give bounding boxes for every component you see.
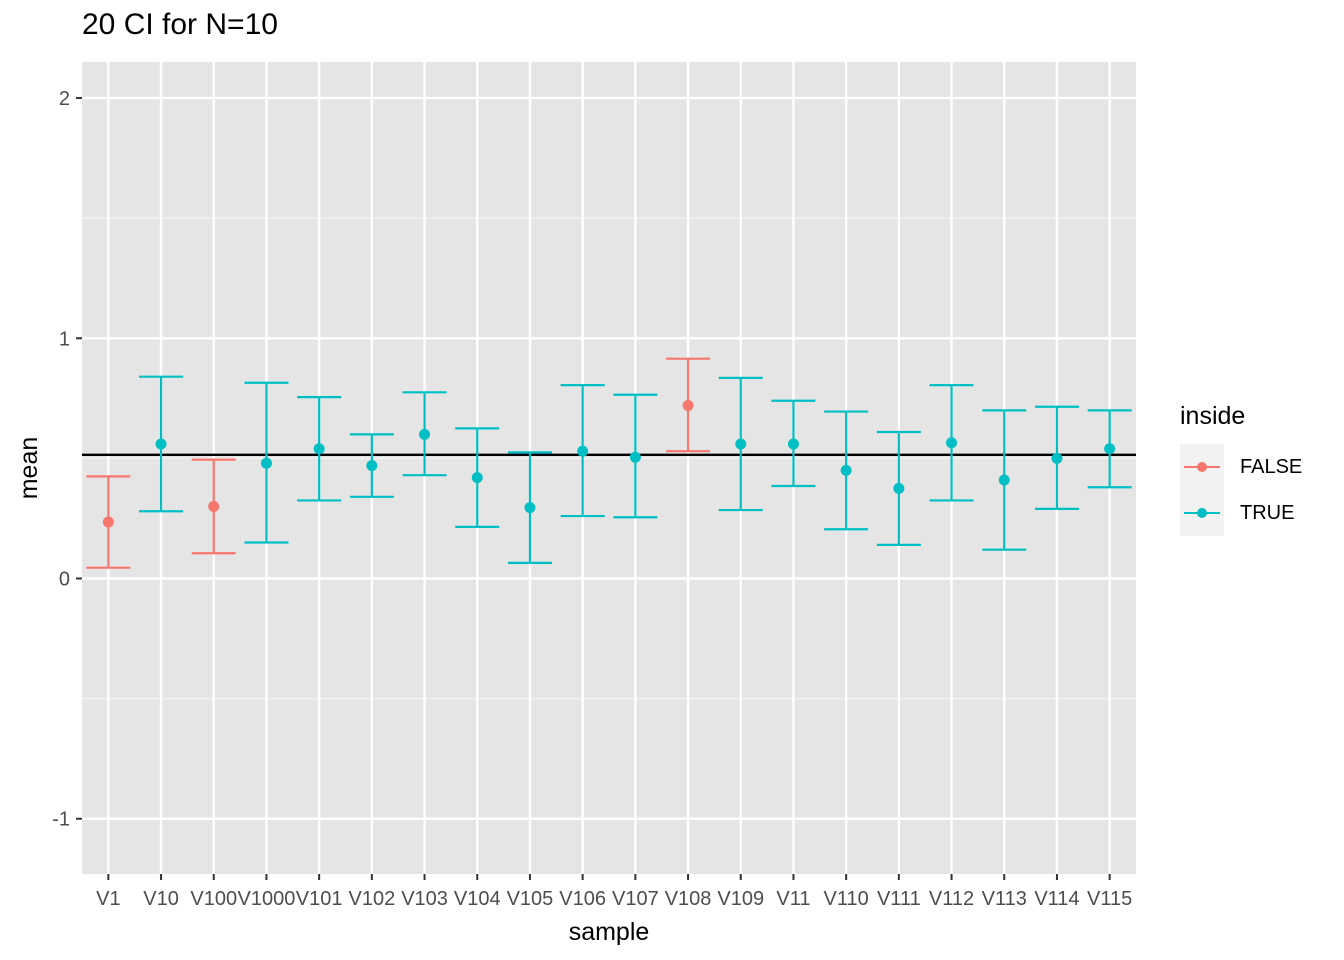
mean-point bbox=[998, 474, 1010, 486]
points-layer bbox=[102, 400, 1116, 528]
mean-point bbox=[577, 445, 589, 457]
mean-point bbox=[524, 502, 536, 514]
mean-point bbox=[102, 516, 114, 528]
mean-point bbox=[313, 443, 325, 455]
minor-gridlines bbox=[82, 217, 1136, 700]
chart-title: 20 CI for N=10 bbox=[82, 8, 278, 41]
x-tick-label: V1000 bbox=[238, 888, 296, 910]
x-tick-label: V105 bbox=[507, 888, 554, 910]
x-axis-label: sample bbox=[569, 918, 650, 946]
mean-point bbox=[419, 428, 431, 440]
mean-point bbox=[735, 438, 747, 450]
x-tick-label: V111 bbox=[877, 888, 921, 910]
x-tick-label: V109 bbox=[717, 888, 764, 910]
x-tick-label: V101 bbox=[296, 888, 343, 910]
x-tick-label: V110 bbox=[824, 888, 869, 910]
x-tick-label: V107 bbox=[612, 888, 659, 910]
plot-panel bbox=[82, 62, 1136, 874]
mean-point bbox=[1104, 443, 1116, 455]
y-tick-label: -1 bbox=[52, 809, 70, 831]
legend-true-icon bbox=[1184, 508, 1220, 518]
x-tick-label: V106 bbox=[559, 888, 606, 910]
mean-point bbox=[155, 438, 167, 450]
x-tick-label: V113 bbox=[982, 888, 1027, 910]
legend-false-dot bbox=[1197, 462, 1207, 472]
mean-point bbox=[260, 457, 272, 469]
legend-label-true: TRUE bbox=[1240, 502, 1295, 524]
legend-true-dot bbox=[1197, 508, 1207, 518]
x-tick-label: V100 bbox=[190, 888, 237, 910]
y-axis-label: mean bbox=[15, 437, 43, 500]
mean-point bbox=[682, 400, 694, 412]
x-tick-label: V10 bbox=[143, 888, 179, 910]
x-tick-label: V112 bbox=[929, 888, 974, 910]
x-tick-label: V108 bbox=[665, 888, 712, 910]
x-tick-label: V104 bbox=[454, 888, 501, 910]
legend-key-true bbox=[1180, 490, 1224, 536]
mean-point bbox=[787, 438, 799, 450]
legend-false-icon bbox=[1184, 462, 1220, 472]
mean-point bbox=[471, 472, 483, 484]
mean-point bbox=[946, 437, 958, 449]
mean-point bbox=[366, 460, 378, 472]
mean-point bbox=[1051, 452, 1063, 464]
mean-point bbox=[893, 482, 905, 494]
mean-point bbox=[840, 464, 852, 476]
legend-label-false: FALSE bbox=[1240, 456, 1303, 478]
y-tick-label: 0 bbox=[59, 569, 70, 591]
errorbars-layer bbox=[86, 357, 1132, 569]
x-tick-label: V11 bbox=[776, 888, 810, 910]
y-tick-label: 2 bbox=[59, 88, 70, 110]
legend-title: inside bbox=[1180, 402, 1246, 430]
legend-key-false bbox=[1180, 444, 1224, 490]
x-tick-label: V115 bbox=[1087, 888, 1132, 910]
x-tick-label: V103 bbox=[401, 888, 448, 910]
x-tick-label: V102 bbox=[348, 888, 395, 910]
mean-point bbox=[208, 500, 220, 512]
x-tick-label: V114 bbox=[1034, 888, 1079, 910]
y-tick-label: 1 bbox=[59, 328, 70, 350]
x-tick-label: V1 bbox=[96, 888, 120, 910]
mean-point bbox=[629, 451, 641, 463]
